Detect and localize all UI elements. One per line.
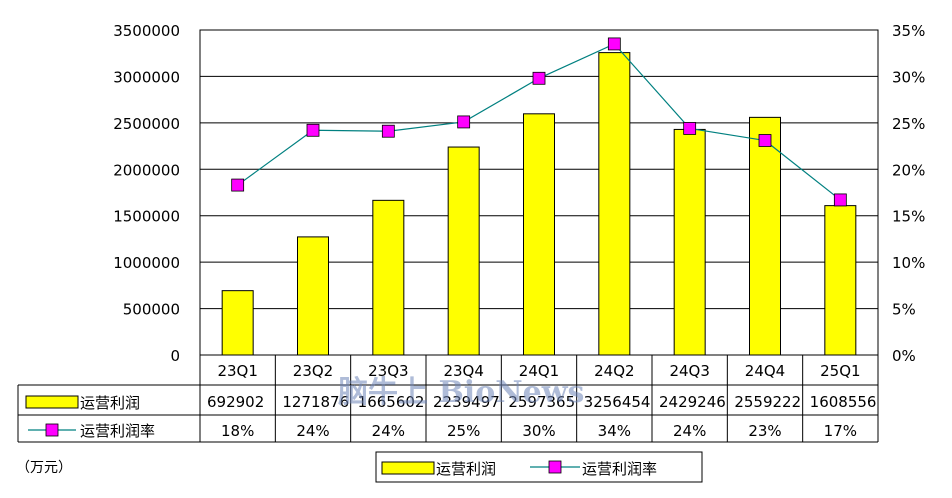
category-label: 23Q1 (217, 362, 257, 380)
line-data-label: 24% (372, 422, 405, 440)
right-tick-label: 30% (892, 68, 925, 86)
left-tick-label: 2500000 (113, 115, 180, 133)
right-tick-label: 35% (892, 22, 925, 40)
category-label: 23Q4 (443, 362, 483, 380)
bar (221, 290, 254, 356)
bar (447, 146, 480, 356)
left-tick-label: 2000000 (113, 161, 180, 179)
bar-data-label: 2597365 (508, 393, 575, 411)
right-tick-label: 15% (892, 208, 925, 226)
line-data-label: 24% (673, 422, 706, 440)
legend-line-marker (548, 460, 562, 474)
line-data-label: 34% (598, 422, 631, 440)
left-tick-label: 1500000 (113, 208, 180, 226)
line-point (833, 193, 847, 207)
legend-bar-key (381, 461, 435, 475)
left-tick-label: 500000 (123, 301, 180, 319)
bar (749, 116, 781, 356)
unit-note: （万元） (16, 460, 72, 476)
bar-data-label: 3256454 (584, 393, 651, 411)
line-point (758, 134, 772, 147)
category-label: 24Q2 (594, 362, 634, 380)
legend-bar-label: 运营利润 (436, 460, 496, 478)
bar-data-label: 1608556 (810, 393, 877, 411)
bar-legend-key (25, 395, 79, 409)
line-data-label: 23% (748, 422, 781, 440)
bar-data-label: 2559222 (734, 393, 801, 411)
bar (372, 199, 405, 356)
left-tick-label: 0 (170, 347, 180, 365)
left-axis-ticks: 0 500000 1000000 1500000 2000000 2500000 30000… (113, 22, 180, 365)
left-tick-label: 3000000 (113, 68, 180, 86)
bar-series (221, 52, 857, 356)
left-tick-label: 3500000 (113, 22, 180, 40)
line-point (607, 37, 621, 51)
right-tick-label: 5% (892, 301, 916, 319)
bar-data-label: 692902 (207, 393, 264, 411)
line-point (231, 178, 245, 192)
line-point (381, 124, 395, 138)
bar-row-label: 运营利润 (80, 394, 140, 412)
category-label: 23Q3 (368, 362, 408, 380)
line-point (306, 123, 320, 137)
right-tick-label: 10% (892, 254, 925, 272)
bar-data-label: 2239497 (433, 393, 500, 411)
right-tick-label: 20% (892, 161, 925, 179)
right-tick-label: 0% (892, 347, 916, 365)
bar-data-label: 2429246 (659, 393, 726, 411)
line-legend-marker (45, 423, 59, 437)
line-point (683, 122, 697, 135)
line-data-label: 18% (221, 422, 254, 440)
bar-data-label: 1665602 (358, 393, 425, 411)
category-label: 24Q3 (669, 362, 709, 380)
line-series (231, 37, 847, 207)
line-data-label: 30% (522, 422, 555, 440)
category-label: 24Q4 (745, 362, 785, 380)
legend: 运营利润 运营利润率 (375, 451, 703, 483)
bar (523, 113, 555, 356)
line-point (532, 71, 546, 85)
right-tick-label: 25% (892, 115, 925, 133)
line-point (457, 115, 471, 129)
bar (598, 52, 631, 356)
category-label: 24Q1 (519, 362, 559, 380)
category-label: 23Q2 (293, 362, 333, 380)
bar (824, 205, 857, 356)
right-axis-ticks: 0% 5% 10% 15% 20% 25% 30% 35% (892, 22, 925, 365)
bar (673, 128, 706, 356)
left-tick-label: 1000000 (113, 254, 180, 272)
line-data-label: 24% (296, 422, 329, 440)
watermark: 脑牛上 BioNews (338, 375, 584, 410)
category-label: 25Q1 (820, 362, 860, 380)
line-data-label: 17% (824, 422, 857, 440)
bar-data-label: 1271876 (282, 393, 349, 411)
legend-line-label: 运营利润率 (582, 460, 657, 478)
line-row-label: 运营利润率 (80, 422, 155, 440)
bar (297, 236, 329, 356)
data-table: 23Q1 692902 18% 23Q2 1271876 24% 23Q3 1665602 24… (17, 355, 879, 443)
line-data-label: 25% (447, 422, 480, 440)
